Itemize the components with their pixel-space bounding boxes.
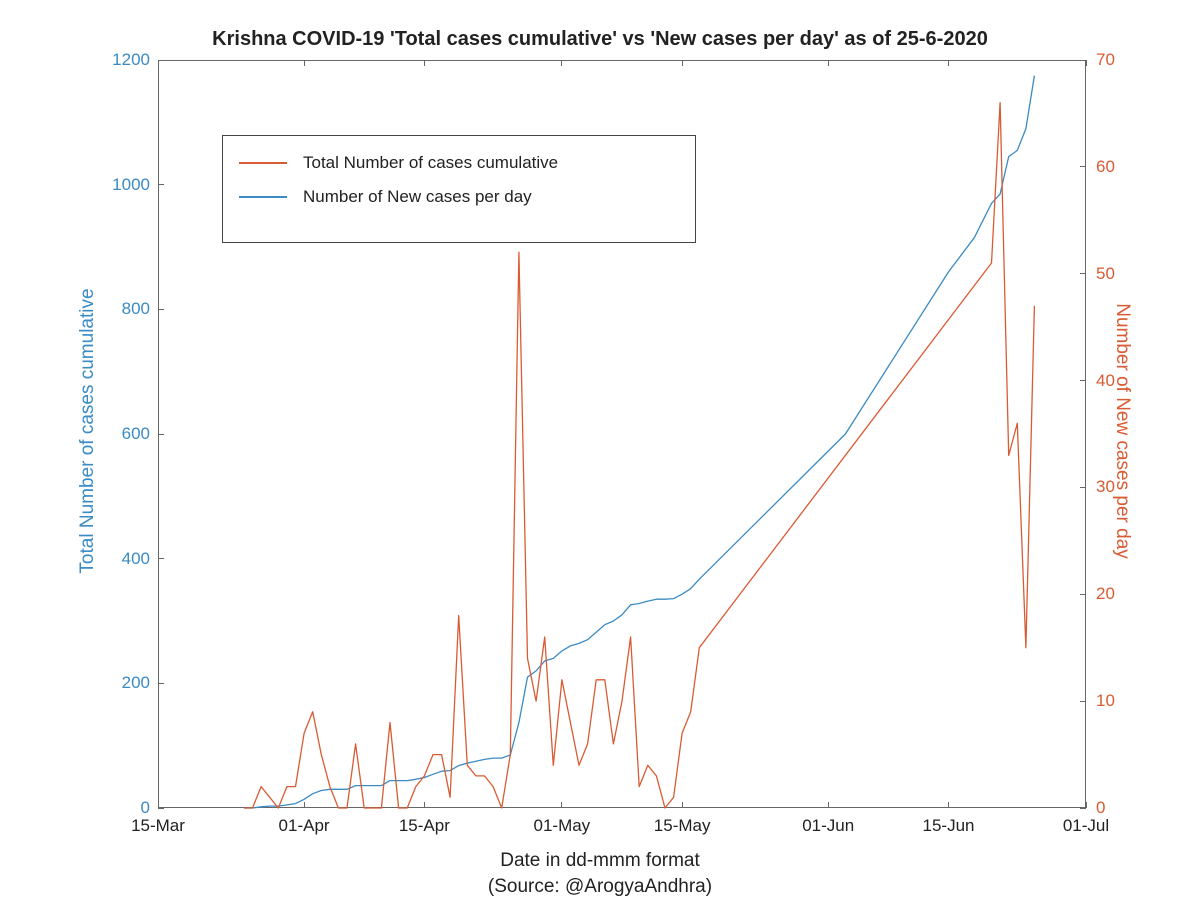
y-left-tick-label: 1200 [98, 50, 150, 70]
y-left-tick-label: 800 [98, 299, 150, 319]
y-left-tick-label: 1000 [98, 175, 150, 195]
x-tick-label: 15-Mar [118, 816, 198, 836]
y-right-tick-label: 50 [1096, 264, 1136, 284]
chart-container: Krishna COVID-19 'Total cases cumulative… [0, 0, 1200, 900]
x-tick-label: 01-Jun [788, 816, 868, 836]
y-right-tick-label: 60 [1096, 157, 1136, 177]
y-left-tick-label: 600 [98, 424, 150, 444]
x-tick-label: 15-Jun [909, 816, 989, 836]
x-tick-label: 01-May [522, 816, 602, 836]
y-right-tick-label: 40 [1096, 371, 1136, 391]
x-tick-label: 15-May [642, 816, 722, 836]
y-left-tick-label: 0 [98, 798, 150, 818]
x-tick-label: 01-Apr [264, 816, 344, 836]
y-left-tick-label: 400 [98, 549, 150, 569]
y-right-tick-label: 20 [1096, 584, 1136, 604]
y-right-tick-label: 0 [1096, 798, 1136, 818]
y-right-tick-label: 30 [1096, 477, 1136, 497]
x-tick-label: 15-Apr [384, 816, 464, 836]
y-right-tick-label: 70 [1096, 50, 1136, 70]
y-right-tick-label: 10 [1096, 691, 1136, 711]
y-left-tick-label: 200 [98, 673, 150, 693]
x-tick-label: 01-Jul [1046, 816, 1126, 836]
chart-lines [0, 0, 1200, 900]
